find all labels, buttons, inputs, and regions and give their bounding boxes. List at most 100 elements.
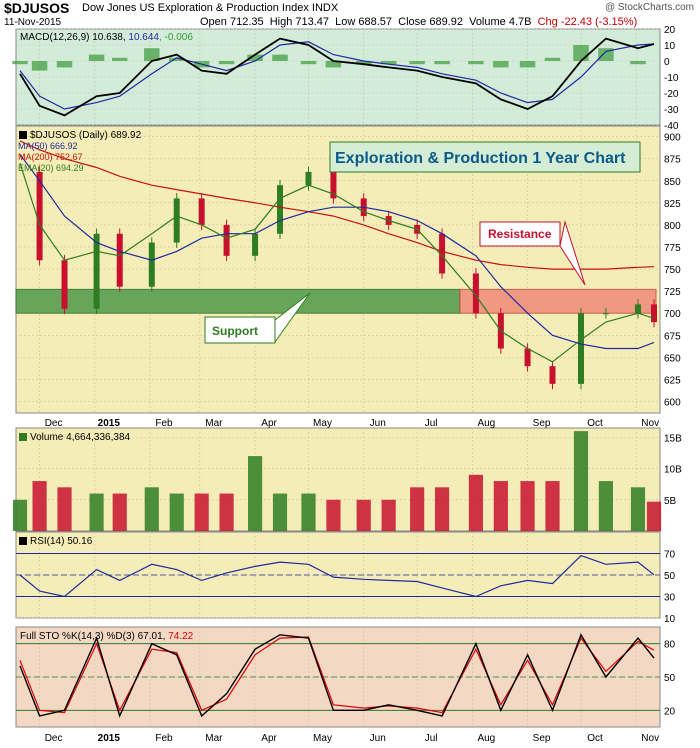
price-candle [36,171,43,261]
price-x-tick-label: Jul [425,418,438,429]
sto-x-tick-label: Apr [261,733,277,744]
macd-histogram-bar [247,54,263,61]
volume-bar [410,487,425,531]
index-name: Dow Jones US Exploration & Production In… [82,2,339,14]
chart-title: Exploration & Production 1 Year Chart [335,150,626,167]
price-tick-label: 725 [664,287,681,298]
support-callout-pointer [274,292,311,344]
price-legend: MA(50) 666.92 [18,141,78,151]
ma200-line [19,140,655,270]
price-x-tick-label: Nov [641,418,659,429]
volume-bar [12,499,28,531]
ma50-line [19,153,655,350]
sto-x-tick-label: Nov [641,733,659,744]
volume-bar [545,481,560,531]
price-x-tick-label: Sep [533,418,551,429]
price-x-tick-label: Dec [45,418,63,429]
volume-bar [468,474,483,531]
price-tick-label: 675 [664,331,681,342]
volume-bar [381,499,396,531]
sto-tick-label: 80 [664,640,676,651]
macd-histogram-bar [218,61,235,65]
volume-tick-label: 10B [664,465,682,476]
macd-histogram-bar [409,61,425,65]
ema20-line [19,162,655,363]
volume-legend-swatch [19,433,27,441]
price-legend: $DJUSOS (Daily) 689.92 [30,130,142,141]
sto-x-tick-label: May [313,733,332,744]
chart-date: 11-Nov-2015 [4,17,62,28]
rsi-tick-label: 30 [664,593,676,604]
macd-histogram-bar [300,61,317,65]
price-candle [330,171,337,199]
sto-x-tick-label: Sep [533,733,551,744]
sto-x-tick-label: 2015 [98,733,121,744]
macd-tick-label: -30 [664,105,679,116]
price-tick-label: 600 [664,398,681,409]
macd-histogram-bar [434,61,450,65]
price-candle [198,198,205,225]
support-zone [15,288,461,314]
macd-histogram-bar [112,57,128,61]
sto-x-tick-label: Jun [370,733,386,744]
macd-tick-label: 10 [664,41,676,52]
sto-x-tick-label: Oct [587,733,603,744]
price-candle [116,233,123,287]
price-candle [549,366,556,384]
price-x-tick-label: Apr [261,418,277,429]
macd-histogram-bar [56,61,73,68]
macd-histogram-bar [468,61,484,65]
sto-x-tick-label: Dec [45,733,63,744]
macd-histogram-bar [380,61,397,65]
price-candle [252,233,259,256]
price-candle [651,304,657,323]
macd-histogram-bar [598,48,614,61]
price-tick-label: 850 [664,177,681,188]
macd-histogram-bar [168,57,185,61]
sto-d-line [19,636,655,714]
price-tick-label: 750 [664,265,681,276]
volume-bar [112,493,127,531]
price-tick-label: 825 [664,199,681,210]
price-tick-label: 700 [664,309,681,320]
macd-tick-label: 20 [664,25,676,36]
macd-histogram-bar [144,48,160,61]
price-x-tick-label: Oct [587,418,603,429]
volume-bar [272,493,288,531]
volume-bar [89,493,104,531]
sto-x-tick-label: Jul [425,733,438,744]
price-candle [173,198,180,243]
price-candle [93,233,100,309]
macd-histogram-bar [88,54,105,61]
rsi-tick-label: 50 [664,571,676,582]
price-x-tick-label: May [313,418,332,429]
price-legend-swatch [19,131,27,139]
price-candle [634,304,641,314]
macd-histogram-bar [12,61,28,65]
volume-bar [247,456,263,531]
macd-tick-label: 0 [664,57,670,68]
sto-k-line [19,633,655,718]
volume-bar [194,493,209,531]
volume-bar [219,493,234,531]
volume-bar [301,493,316,531]
volume-bar [493,481,508,531]
price-x-tick-label: 2015 [98,418,121,429]
macd-histogram-bar [493,61,509,68]
volume-bar [630,487,646,531]
price-candle [577,313,584,384]
price-x-tick-label: Jun [370,418,386,429]
macd-histogram-bar [630,61,646,65]
volume-tick-label: 15B [664,433,682,444]
price-candle [277,185,284,234]
sto-x-tick-label: Mar [205,733,223,744]
price-candle [472,273,479,314]
macd-legend: MACD(12,26,9) 10.638, 10.644, -0.006 [20,32,193,43]
macd-histogram-bar [272,54,288,61]
price-candle [148,242,155,287]
volume-bar [144,487,159,531]
price-legend: EMA(20) 694.29 [18,163,84,173]
macd-line [19,37,655,117]
support-label: Support [212,324,258,338]
price-tick-label: 775 [664,243,681,254]
